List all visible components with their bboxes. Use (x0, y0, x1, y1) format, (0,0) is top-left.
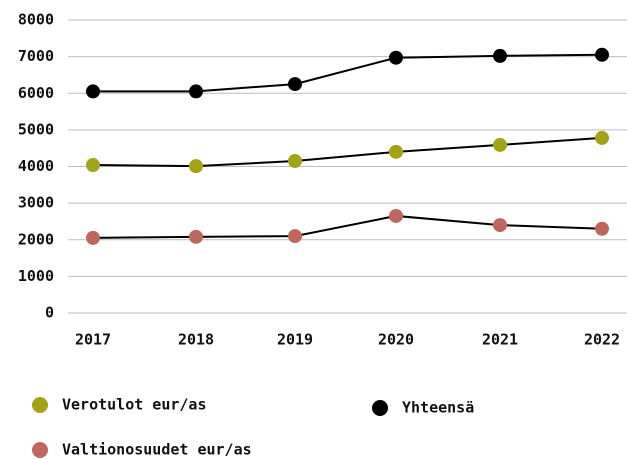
point (595, 221, 609, 236)
point (86, 230, 100, 245)
point (288, 77, 302, 92)
point (288, 154, 302, 169)
y-tick-label: 2000 (18, 230, 54, 248)
x-tick-label: 2022 (584, 331, 620, 349)
legend-label: Yhteensä (402, 399, 474, 417)
y-tick-label: 5000 (18, 120, 54, 138)
point (288, 229, 302, 244)
y-tick-label: 0 (45, 304, 54, 322)
legend-marker (32, 442, 48, 458)
point (389, 208, 403, 223)
point (493, 137, 507, 152)
series-line (92, 214, 603, 239)
series-line (93, 53, 603, 93)
point (189, 159, 203, 174)
legend-label: Verotulot eur/as (62, 396, 207, 414)
x-tick-label: 2021 (482, 331, 518, 349)
y-tick-label: 4000 (18, 157, 54, 175)
x-tick-label: 2020 (378, 331, 414, 349)
x-tick-label: 2018 (178, 331, 214, 349)
point (493, 218, 507, 233)
legend-label: Valtionosuudet eur/as (62, 441, 252, 459)
legend-marker (32, 397, 48, 413)
point (595, 47, 609, 62)
point (493, 48, 507, 63)
point (595, 130, 609, 145)
y-tick-label: 7000 (18, 47, 54, 65)
y-tick-label: 1000 (18, 267, 54, 285)
point (189, 84, 203, 99)
y-tick-label: 6000 (18, 84, 54, 102)
legend-marker (372, 400, 388, 416)
point (189, 229, 203, 244)
point (389, 50, 403, 65)
point (86, 158, 100, 173)
x-tick-label: 2017 (75, 331, 111, 349)
point (86, 84, 100, 99)
series-line (92, 136, 603, 168)
x-tick-label: 2019 (277, 331, 313, 349)
y-tick-label: 3000 (18, 194, 54, 212)
y-tick-label: 8000 (18, 11, 54, 29)
point (389, 144, 403, 159)
